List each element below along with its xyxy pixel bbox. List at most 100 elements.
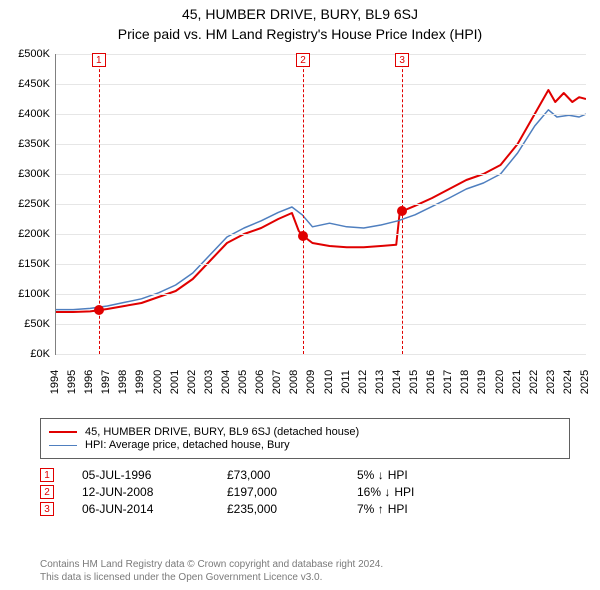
event-delta-pct: 16% (357, 485, 384, 499)
y-tick-label: £400K (4, 108, 50, 120)
x-tick-label: 2022 (528, 370, 540, 394)
x-tick-label: 2013 (374, 370, 386, 394)
series-line-price_paid (56, 90, 586, 312)
event-price: £197,000 (227, 485, 357, 499)
gridline (56, 264, 586, 265)
x-tick-label: 2014 (391, 370, 403, 394)
gridline (56, 324, 586, 325)
event-date: 06-JUN-2014 (82, 502, 227, 516)
x-tick-label: 2025 (579, 370, 591, 394)
series-line-hpi (56, 110, 586, 310)
event-row: 2 12-JUN-2008£197,00016% ↓ HPI (40, 485, 570, 499)
event-delta: 5% ↓ HPI (357, 468, 477, 482)
y-tick-label: £450K (4, 78, 50, 90)
event-delta-pct: 7% (357, 502, 378, 516)
x-tick-label: 2018 (459, 370, 471, 394)
x-tick-label: 2000 (152, 370, 164, 394)
y-tick-label: £300K (4, 168, 50, 180)
event-delta-suffix: HPI (388, 468, 408, 482)
x-tick-label: 2004 (220, 370, 232, 394)
x-tick-label: 2023 (545, 370, 557, 394)
event-date: 12-JUN-2008 (82, 485, 227, 499)
gridline (56, 204, 586, 205)
y-tick-label: £100K (4, 288, 50, 300)
x-tick-label: 2006 (254, 370, 266, 394)
legend-label: HPI: Average price, detached house, Bury (85, 439, 290, 451)
legend-label: 45, HUMBER DRIVE, BURY, BL9 6SJ (detache… (85, 426, 359, 438)
x-tick-label: 2003 (203, 370, 215, 394)
gridline (56, 354, 586, 355)
gridline (56, 84, 586, 85)
gridline (56, 174, 586, 175)
x-tick-label: 1995 (66, 370, 78, 394)
event-delta: 16% ↓ HPI (357, 485, 477, 499)
event-guideline (402, 54, 403, 354)
event-delta-suffix: HPI (394, 485, 414, 499)
x-tick-label: 2005 (237, 370, 249, 394)
legend-item-price-paid: 45, HUMBER DRIVE, BURY, BL9 6SJ (detache… (49, 426, 561, 438)
event-delta: 7% ↑ HPI (357, 502, 477, 516)
event-marker (298, 231, 308, 241)
chart: 123 £0K£50K£100K£150K£200K£250K£300K£350… (0, 48, 600, 408)
x-tick-label: 1994 (49, 370, 61, 394)
y-tick-label: £500K (4, 48, 50, 60)
y-tick-label: £150K (4, 258, 50, 270)
arrow-down-icon: ↓ (384, 486, 390, 498)
x-tick-label: 2001 (169, 370, 181, 394)
x-tick-label: 1998 (117, 370, 129, 394)
event-date: 05-JUL-1996 (82, 468, 227, 482)
legend-swatch (49, 431, 77, 433)
arrow-up-icon: ↑ (378, 503, 384, 515)
legend-swatch (49, 445, 77, 446)
y-tick-label: £350K (4, 138, 50, 150)
event-badge-on-chart: 3 (395, 53, 409, 67)
x-tick-label: 2012 (357, 370, 369, 394)
event-delta-pct: 5% (357, 468, 378, 482)
gridline (56, 234, 586, 235)
x-tick-label: 1996 (83, 370, 95, 394)
event-marker (94, 305, 104, 315)
footer-attribution: Contains HM Land Registry data © Crown c… (40, 559, 383, 584)
event-table: 1 05-JUL-1996£73,0005% ↓ HPI 2 12-JUN-2008£1… (40, 465, 570, 519)
gridline (56, 294, 586, 295)
event-price: £235,000 (227, 502, 357, 516)
x-tick-label: 2015 (408, 370, 420, 394)
x-tick-label: 2020 (494, 370, 506, 394)
chart-title-subtitle: Price paid vs. HM Land Registry's House … (0, 26, 600, 42)
event-badge-on-chart: 1 (92, 53, 106, 67)
x-tick-label: 2011 (340, 370, 352, 394)
event-badge-on-chart: 2 (296, 53, 310, 67)
plot-area: 1 2 3 (55, 54, 586, 355)
y-tick-label: £50K (4, 318, 50, 330)
x-tick-label: 2017 (442, 370, 454, 394)
event-price: £73,000 (227, 468, 357, 482)
x-tick-label: 2007 (271, 370, 283, 394)
x-tick-label: 2016 (425, 370, 437, 394)
y-tick-label: £200K (4, 228, 50, 240)
event-badge: 2 (40, 485, 54, 499)
event-delta-suffix: HPI (388, 502, 408, 516)
event-badge: 1 (40, 468, 54, 482)
x-tick-label: 2002 (186, 370, 198, 394)
x-tick-label: 2021 (511, 370, 523, 394)
x-tick-label: 2009 (305, 370, 317, 394)
gridline (56, 144, 586, 145)
page: 45, HUMBER DRIVE, BURY, BL9 6SJ Price pa… (0, 0, 600, 590)
gridline (56, 114, 586, 115)
event-row: 3 06-JUN-2014£235,0007% ↑ HPI (40, 502, 570, 516)
gridline (56, 54, 586, 55)
event-row: 1 05-JUL-1996£73,0005% ↓ HPI (40, 468, 570, 482)
x-tick-label: 1997 (100, 370, 112, 394)
arrow-down-icon: ↓ (378, 469, 384, 481)
x-tick-label: 2019 (476, 370, 488, 394)
event-guideline (303, 54, 304, 354)
event-badge: 3 (40, 502, 54, 516)
legend: 45, HUMBER DRIVE, BURY, BL9 6SJ (detache… (40, 418, 570, 459)
y-tick-label: £250K (4, 198, 50, 210)
event-marker (397, 206, 407, 216)
x-tick-label: 1999 (134, 370, 146, 394)
footer-line: This data is licensed under the Open Gov… (40, 572, 383, 585)
chart-title-address: 45, HUMBER DRIVE, BURY, BL9 6SJ (0, 6, 600, 22)
x-axis-labels: 1994199519961997199819992000200120022003… (55, 358, 585, 408)
x-tick-label: 2008 (288, 370, 300, 394)
